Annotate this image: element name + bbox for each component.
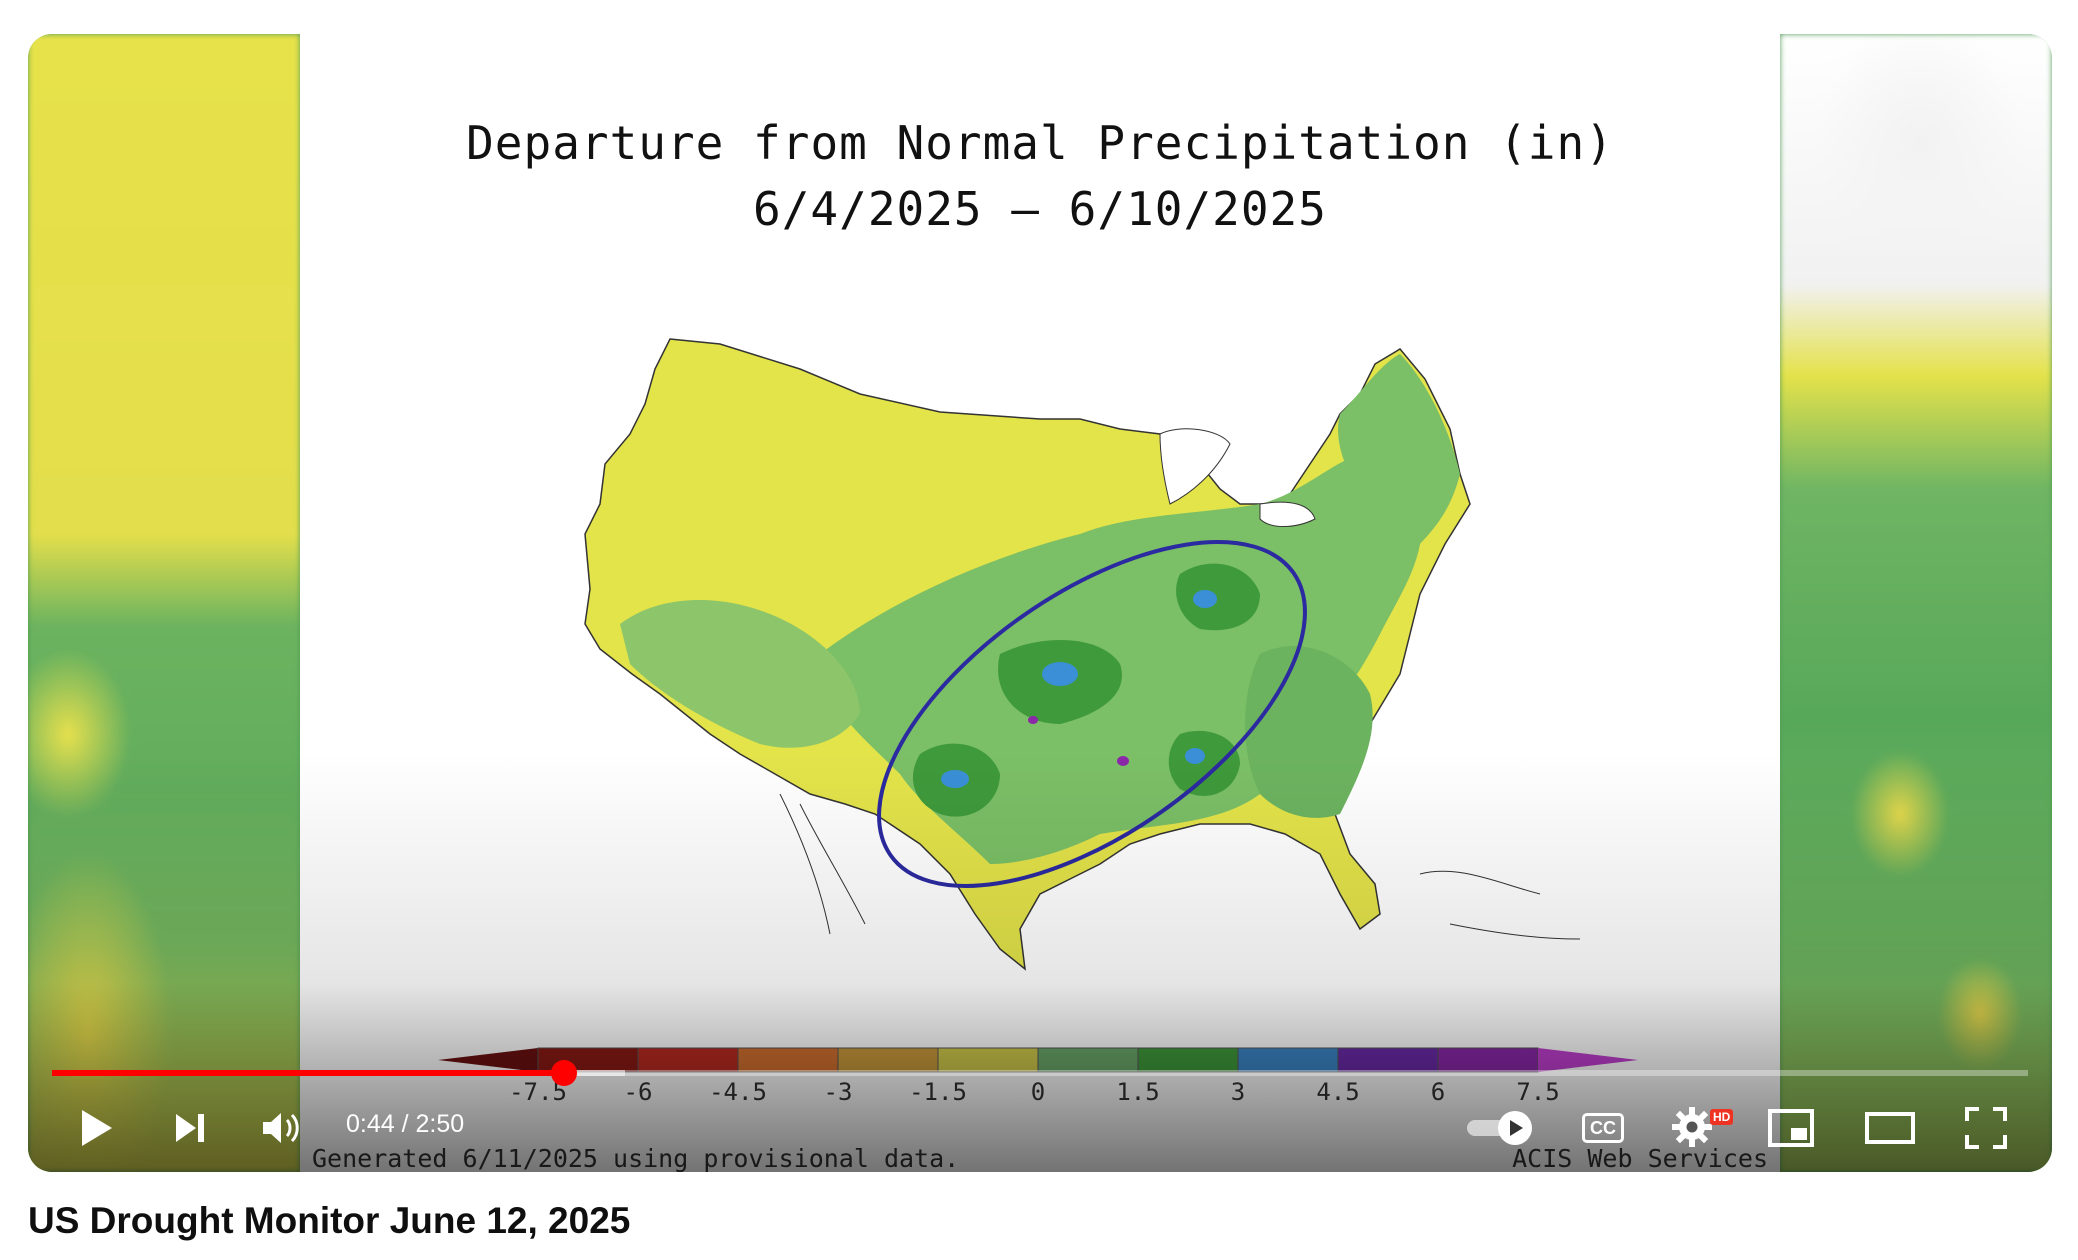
time-total: 2:50 (415, 1110, 465, 1138)
blurred-background-right (1780, 34, 2052, 1172)
legend-colorbar (438, 1047, 1638, 1073)
legend-tick-label: -1.5 (909, 1078, 967, 1106)
legend-arrow-left (438, 1048, 538, 1072)
extreme-wet-spot-2 (1028, 716, 1038, 724)
very-wet-spot-4 (1185, 748, 1205, 764)
progress-played (52, 1070, 564, 1076)
time-current: 0:44 (346, 1110, 395, 1138)
hd-badge: HD (1710, 1109, 1734, 1125)
mexico-outline (779, 793, 866, 935)
legend-tick-label: -3 (824, 1078, 853, 1106)
gear-icon (1672, 1107, 1712, 1147)
wet-region-west (620, 600, 860, 748)
map-title: Departure from Normal Precipitation (in)… (300, 110, 1780, 242)
legend-tick-label: -6 (624, 1078, 653, 1106)
captions-label: CC (1590, 1117, 1616, 1138)
extreme-wet-spot-1 (1117, 756, 1129, 766)
video-title: US Drought Monitor June 12, 2025 (28, 1200, 631, 1241)
play-icon (82, 1110, 112, 1146)
legend-tick-labels: -7.5 -6 -4.5 -3 -1.5 0 1.5 3 4.5 6 7.5 (509, 1078, 1560, 1106)
legend-tick-label: 4.5 (1316, 1078, 1359, 1106)
volume-icon (263, 1113, 299, 1143)
next-button[interactable] (158, 1096, 222, 1160)
precipitation-map: -7.5 -6 -4.5 -3 -1.5 0 1.5 3 4.5 6 7.5 (438, 338, 1638, 1106)
volume-button[interactable] (250, 1096, 314, 1160)
progress-scrubber[interactable] (550, 1060, 577, 1086)
captions-button[interactable]: CC (1568, 1096, 1638, 1160)
captions-icon: CC (1582, 1113, 1624, 1143)
frame-footer-left: Generated 6/11/2025 using provisional da… (312, 1144, 960, 1172)
next-icon (176, 1114, 204, 1142)
legend-tick-label: -4.5 (709, 1078, 767, 1106)
fullscreen-button[interactable] (1948, 1096, 2024, 1160)
legend-swatch (1337, 1047, 1439, 1073)
autoplay-toggle-icon (1467, 1111, 1532, 1145)
legend-swatch (637, 1047, 739, 1073)
map-title-line1: Departure from Normal Precipitation (in) (466, 116, 1614, 170)
settings-icon-wrap: HD (1670, 1105, 1734, 1151)
great-lakes (1159, 428, 1316, 527)
wet-region-northeast (1338, 354, 1460, 554)
theater-mode-button[interactable] (1852, 1096, 1928, 1160)
legend-swatch (1237, 1047, 1339, 1073)
theater-icon (1865, 1112, 1915, 1144)
progress-bar[interactable] (52, 1060, 2028, 1086)
legend-swatch (1437, 1047, 1539, 1073)
settings-button[interactable]: HD (1658, 1096, 1734, 1160)
miniplayer-icon (1768, 1109, 1814, 1147)
very-wet-spot-3 (941, 770, 969, 788)
miniplayer-button[interactable] (1756, 1096, 1826, 1160)
frame-footer-right: ACIS Web Services (1512, 1144, 1768, 1172)
play-button[interactable] (64, 1096, 128, 1160)
legend-tick-label: 3 (1231, 1078, 1245, 1106)
autoplay-toggle[interactable] (1458, 1096, 1548, 1160)
caribbean-outline (1419, 870, 1581, 940)
video-frame: Departure from Normal Precipitation (in)… (300, 34, 1780, 1172)
legend-tick-label: 0 (1031, 1078, 1045, 1106)
video-player[interactable]: Departure from Normal Precipitation (in)… (28, 34, 2052, 1172)
map-title-line2: 6/4/2025 – 6/10/2025 (753, 182, 1327, 236)
very-wet-spot-1 (1042, 662, 1078, 686)
legend-swatch (837, 1047, 939, 1073)
legend-tick-label: 6 (1431, 1078, 1445, 1106)
legend-swatch (1137, 1047, 1239, 1073)
blurred-background-left (28, 34, 300, 1172)
legend-tick-label: 1.5 (1116, 1078, 1159, 1106)
very-wet-spot-2 (1193, 590, 1217, 608)
legend-swatch (937, 1047, 1039, 1073)
wet-region-southeast (1245, 646, 1373, 818)
time-separator: / (394, 1110, 416, 1138)
fullscreen-icon (1965, 1107, 2007, 1149)
wet-core-2 (1176, 563, 1260, 631)
legend-swatch (1037, 1047, 1139, 1073)
legend-arrow-right (1538, 1048, 1638, 1072)
legend-swatch (737, 1047, 839, 1073)
time-display: 0:44 / 2:50 (346, 1110, 464, 1139)
